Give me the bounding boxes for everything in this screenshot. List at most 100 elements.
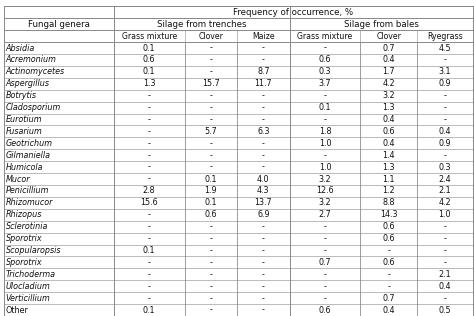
- Text: -: -: [324, 44, 327, 52]
- Text: -: -: [148, 91, 151, 100]
- Text: -: -: [324, 282, 327, 291]
- Text: 0.6: 0.6: [319, 55, 331, 64]
- Text: 4.5: 4.5: [438, 44, 451, 52]
- Text: -: -: [148, 270, 151, 279]
- Text: Ryegrass: Ryegrass: [427, 32, 463, 40]
- Text: 1.1: 1.1: [383, 174, 395, 184]
- Text: -: -: [210, 222, 212, 231]
- Text: Maize: Maize: [252, 32, 274, 40]
- Text: 13.7: 13.7: [255, 198, 272, 207]
- Text: -: -: [148, 127, 151, 136]
- Text: 0.4: 0.4: [438, 282, 451, 291]
- Text: -: -: [387, 246, 390, 255]
- Text: 1.3: 1.3: [383, 103, 395, 112]
- Text: -: -: [210, 234, 212, 243]
- Text: -: -: [262, 306, 265, 314]
- Text: 0.1: 0.1: [319, 103, 331, 112]
- Text: -: -: [444, 258, 447, 267]
- Text: Sporotrix: Sporotrix: [6, 234, 42, 243]
- Text: -: -: [324, 294, 327, 303]
- Text: Verticillium: Verticillium: [6, 294, 50, 303]
- Text: -: -: [444, 91, 447, 100]
- Text: 1.0: 1.0: [319, 139, 331, 148]
- Text: 1.2: 1.2: [382, 186, 395, 195]
- Text: 1.9: 1.9: [204, 186, 217, 195]
- Text: -: -: [148, 294, 151, 303]
- Text: 8.7: 8.7: [257, 67, 270, 76]
- Text: -: -: [262, 246, 265, 255]
- Text: Scopularopsis: Scopularopsis: [6, 246, 61, 255]
- Text: -: -: [210, 294, 212, 303]
- Text: 0.1: 0.1: [205, 198, 217, 207]
- Text: Silage from bales: Silage from bales: [344, 20, 419, 29]
- Text: 0.1: 0.1: [143, 67, 155, 76]
- Text: 3.2: 3.2: [319, 198, 331, 207]
- Text: Botrytis: Botrytis: [6, 91, 36, 100]
- Text: -: -: [387, 270, 390, 279]
- Text: -: -: [262, 151, 265, 160]
- Text: -: -: [148, 163, 151, 172]
- Text: 0.7: 0.7: [319, 258, 331, 267]
- Text: 0.3: 0.3: [438, 163, 451, 172]
- Text: -: -: [262, 294, 265, 303]
- Text: -: -: [262, 222, 265, 231]
- Text: -: -: [210, 246, 212, 255]
- Text: -: -: [148, 174, 151, 184]
- Text: 1.3: 1.3: [383, 163, 395, 172]
- Text: -: -: [262, 44, 265, 52]
- Text: Grass mixture: Grass mixture: [121, 32, 177, 40]
- Text: 4.0: 4.0: [257, 174, 270, 184]
- Text: 0.6: 0.6: [383, 127, 395, 136]
- Text: -: -: [210, 163, 212, 172]
- Text: 1.3: 1.3: [143, 79, 155, 88]
- Text: -: -: [444, 103, 447, 112]
- Text: -: -: [148, 103, 151, 112]
- Text: -: -: [210, 44, 212, 52]
- Text: Trichoderma: Trichoderma: [6, 270, 55, 279]
- Text: 0.7: 0.7: [382, 44, 395, 52]
- Text: 2.4: 2.4: [438, 174, 451, 184]
- Text: -: -: [324, 115, 327, 124]
- Text: Sclerotinia: Sclerotinia: [6, 222, 48, 231]
- Text: -: -: [148, 115, 151, 124]
- Text: 6.3: 6.3: [257, 127, 270, 136]
- Text: Gilmaniella: Gilmaniella: [6, 151, 51, 160]
- Text: 6.9: 6.9: [257, 210, 270, 219]
- Text: Other: Other: [6, 306, 28, 314]
- Text: Rhizopus: Rhizopus: [6, 210, 42, 219]
- Text: 0.9: 0.9: [438, 79, 451, 88]
- Text: Eurotium: Eurotium: [6, 115, 42, 124]
- Text: -: -: [324, 91, 327, 100]
- Text: Penicillium: Penicillium: [6, 186, 49, 195]
- Text: Silage from trenches: Silage from trenches: [157, 20, 246, 29]
- Text: 0.6: 0.6: [383, 222, 395, 231]
- Text: 15.7: 15.7: [202, 79, 219, 88]
- Text: -: -: [324, 270, 327, 279]
- Text: -: -: [210, 151, 212, 160]
- Text: 15.6: 15.6: [140, 198, 158, 207]
- Text: Frequency of occurrence, %: Frequency of occurrence, %: [233, 8, 354, 17]
- Text: -: -: [324, 151, 327, 160]
- Text: -: -: [210, 258, 212, 267]
- Text: 0.4: 0.4: [383, 55, 395, 64]
- Text: 4.3: 4.3: [257, 186, 270, 195]
- Text: Sporotrix: Sporotrix: [6, 258, 42, 267]
- Text: -: -: [210, 67, 212, 76]
- Text: Geotrichum: Geotrichum: [6, 139, 53, 148]
- Text: -: -: [444, 222, 447, 231]
- Text: 2.1: 2.1: [438, 186, 451, 195]
- Text: -: -: [148, 151, 151, 160]
- Text: 2.8: 2.8: [143, 186, 155, 195]
- Text: -: -: [444, 55, 447, 64]
- Text: -: -: [148, 139, 151, 148]
- Text: Grass mixture: Grass mixture: [297, 32, 353, 40]
- Text: 1.7: 1.7: [382, 67, 395, 76]
- Text: 3.2: 3.2: [319, 174, 331, 184]
- Text: -: -: [387, 282, 390, 291]
- Text: -: -: [324, 234, 327, 243]
- Text: 3.1: 3.1: [438, 67, 451, 76]
- Text: -: -: [148, 282, 151, 291]
- Text: Rhizomucor: Rhizomucor: [6, 198, 53, 207]
- Text: 0.7: 0.7: [382, 294, 395, 303]
- Text: -: -: [210, 270, 212, 279]
